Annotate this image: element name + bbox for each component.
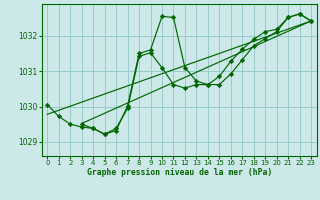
X-axis label: Graphe pression niveau de la mer (hPa): Graphe pression niveau de la mer (hPa) [87, 168, 272, 177]
